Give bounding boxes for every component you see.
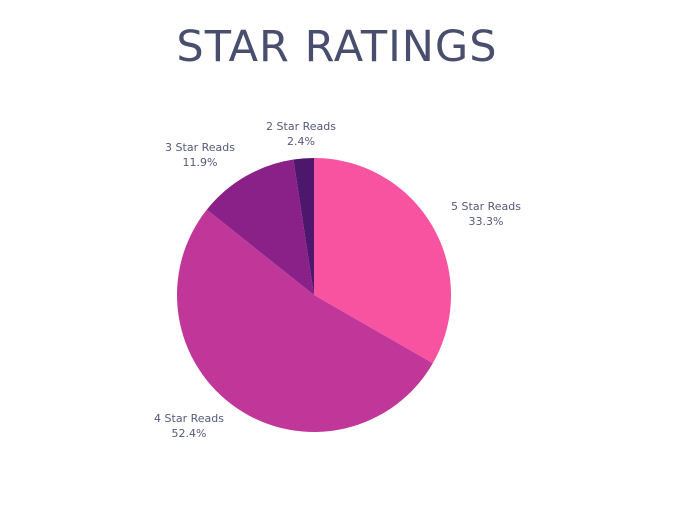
slice-percent-label: 2.4% [287, 135, 315, 148]
chart-title: STAR RATINGS [176, 22, 498, 72]
slice-name-label: 3 Star Reads [165, 141, 235, 154]
pie-slices [177, 157, 452, 432]
slice-name-label: 5 Star Reads [451, 200, 521, 213]
pie-slice-2-star-reads [293, 158, 314, 295]
pie-labels: 5 Star Reads 33.3% 4 Star Reads 52.4% 3 Star… [154, 120, 521, 440]
pie-slice-4-star-reads [177, 209, 433, 432]
pie-slice-5-star-reads [314, 157, 452, 364]
slice-percent-label: 33.3% [469, 215, 504, 228]
slice-name-label: 2 Star Reads [266, 120, 336, 133]
pie-slice-3-star-reads [206, 159, 314, 295]
slice-percent-label: 11.9% [183, 156, 218, 169]
slice-percent-label: 52.4% [172, 427, 207, 440]
slice-name-label: 4 Star Reads [154, 412, 224, 425]
